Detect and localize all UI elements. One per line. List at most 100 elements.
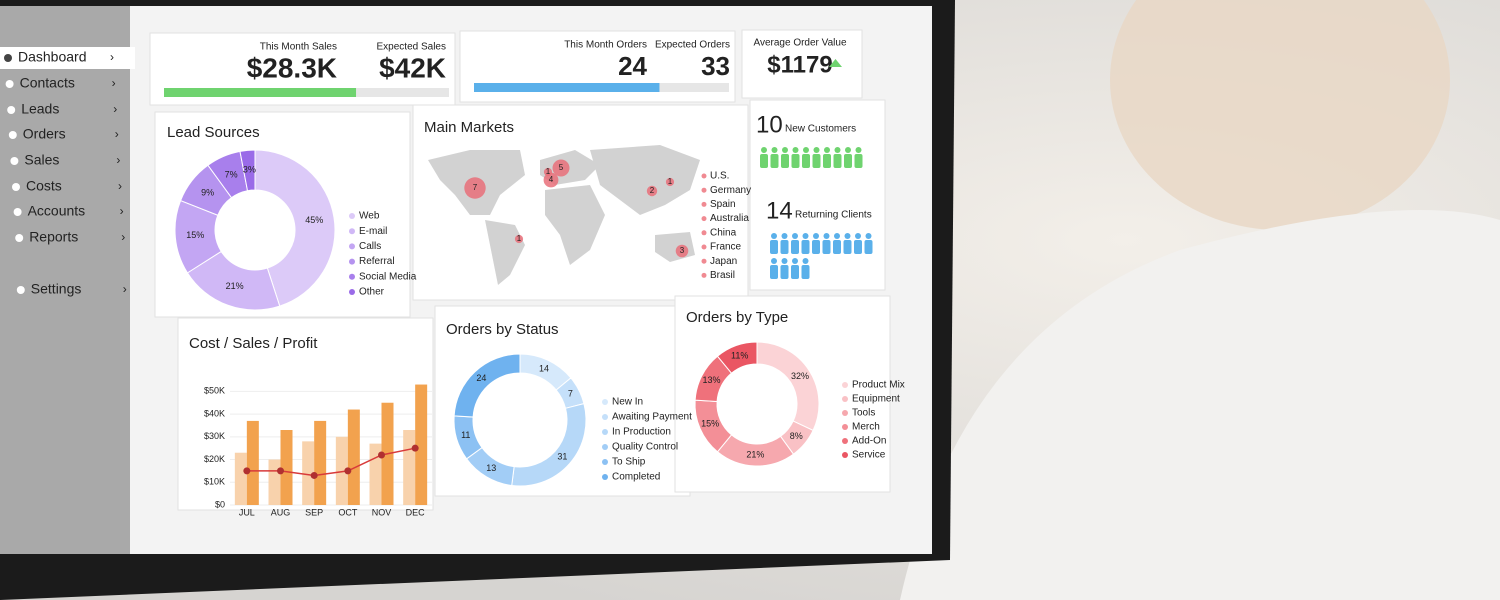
menu-chevron: › — [121, 230, 125, 244]
legend-swatch — [602, 444, 608, 450]
legend-label: Referral — [359, 256, 395, 267]
land-south-america — [485, 220, 525, 285]
person-body — [823, 154, 831, 168]
menu-item[interactable]: Settings — [31, 281, 82, 297]
country-label: Japan — [710, 256, 737, 267]
slice-label: 15% — [701, 419, 719, 429]
bar — [302, 441, 315, 505]
menu-item[interactable]: Contacts — [20, 75, 75, 91]
bar — [234, 452, 247, 505]
menu-icon — [8, 131, 17, 139]
bar — [347, 409, 360, 505]
slice-label: 11 — [461, 430, 470, 440]
kpi-value: 24 — [618, 51, 647, 81]
chart-title: Lead Sources — [167, 124, 260, 141]
menu-item[interactable]: Orders — [23, 126, 66, 142]
legend-swatch — [349, 258, 355, 265]
marker-label: 7 — [473, 183, 478, 192]
person-body — [812, 240, 820, 254]
person-body — [854, 240, 862, 254]
legend-dot — [701, 272, 707, 278]
legend-swatch — [602, 429, 608, 435]
y-tick-label: $30K — [204, 431, 225, 441]
legend-dot — [701, 258, 707, 264]
bar — [403, 430, 416, 505]
marker-label: 5 — [559, 163, 564, 172]
legend-swatch — [602, 459, 608, 465]
slice-label: 45% — [305, 215, 323, 225]
x-tick-label: DEC — [406, 507, 426, 517]
person-head — [834, 147, 841, 153]
person-body — [780, 240, 789, 254]
person-head — [782, 147, 788, 153]
progress-bar — [474, 83, 660, 92]
slice-label: 13 — [486, 463, 496, 473]
menu-item[interactable]: Sales — [24, 152, 59, 168]
menu-item[interactable]: Leads — [21, 101, 59, 117]
person-head — [865, 233, 872, 239]
slice-label: 11% — [731, 350, 748, 360]
person-head — [844, 233, 851, 239]
slice-label: 9% — [201, 188, 214, 198]
person-body — [844, 154, 852, 168]
slice-label: 8% — [790, 431, 803, 441]
person-head — [792, 233, 798, 239]
person-body — [833, 154, 842, 168]
customer-label: New Customers — [785, 124, 856, 135]
person-body — [791, 154, 800, 168]
menu-chevron: › — [120, 204, 124, 218]
pie-slice — [453, 353, 521, 418]
legend-swatch — [349, 228, 355, 235]
legend-label: Service — [852, 450, 886, 461]
menu-icon — [16, 286, 25, 294]
market-marker — [665, 177, 675, 187]
person-body — [791, 240, 799, 254]
slice-label: 24 — [476, 373, 486, 383]
line — [246, 447, 416, 477]
chart-title: Main Markets — [424, 119, 514, 136]
country-label: France — [710, 242, 742, 253]
legend-swatch — [602, 474, 608, 480]
person-head — [824, 147, 830, 153]
person-body — [833, 240, 841, 254]
menu-chevron: › — [115, 127, 119, 141]
menu-item[interactable]: Dashboard — [18, 49, 87, 65]
kpi-label: Expected Sales — [377, 42, 447, 53]
legend-label: Awaiting Payment — [612, 412, 692, 423]
person-body — [843, 240, 852, 254]
market-marker — [552, 159, 570, 177]
legend-swatch — [842, 424, 848, 430]
legend-label: To Ship — [612, 457, 646, 468]
menu-chevron: › — [110, 50, 114, 64]
customers-panel — [749, 99, 886, 291]
menu-icon — [15, 234, 24, 242]
person-head — [845, 147, 851, 153]
menu-icon — [13, 208, 22, 216]
slice-label: 32% — [791, 371, 809, 381]
menu-item[interactable]: Accounts — [28, 203, 86, 219]
legend-label: Product Mix — [852, 380, 905, 391]
line-point — [344, 467, 352, 475]
x-tick-label: OCT — [338, 507, 358, 517]
country-label: Brasil — [710, 270, 735, 281]
bar — [335, 436, 348, 505]
legend-label: Merch — [852, 422, 880, 433]
menu-item[interactable]: Reports — [29, 229, 78, 245]
market-marker — [543, 172, 559, 188]
slice-label: 13% — [703, 375, 721, 385]
slice-label: 31 — [557, 452, 567, 462]
marker-label: 1 — [546, 167, 551, 176]
legend-label: In Production — [612, 427, 671, 438]
market-marker — [464, 177, 486, 199]
chart-title: Orders by Type — [686, 309, 788, 326]
person-head — [792, 258, 798, 264]
line-point — [310, 471, 318, 479]
kpi-average — [741, 29, 863, 99]
kpi-value: 33 — [701, 51, 730, 81]
legend-dot — [701, 201, 707, 207]
legend-label: New In — [612, 397, 643, 408]
y-tick-label: $20K — [204, 454, 225, 464]
menu-item[interactable]: Costs — [26, 178, 62, 194]
legend-swatch — [349, 273, 355, 280]
